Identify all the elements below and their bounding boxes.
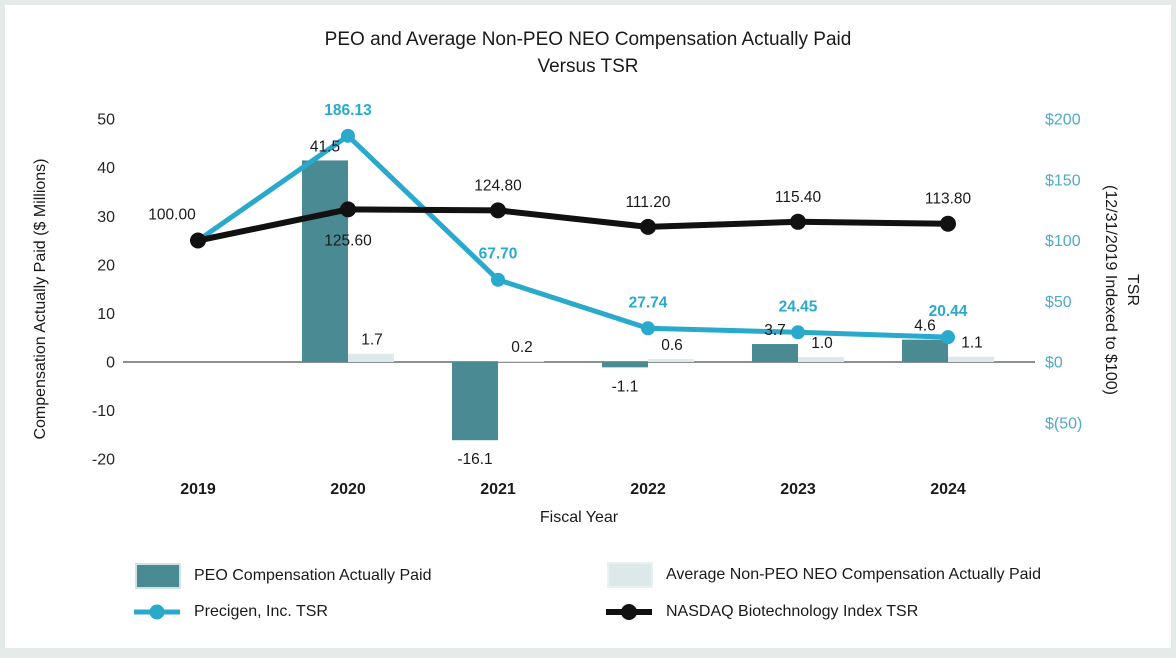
non-peo-bar [498, 361, 544, 363]
nasdaq-tsr-point [340, 201, 356, 218]
svg-text:115.40: 115.40 [775, 189, 822, 206]
svg-text:20: 20 [97, 257, 115, 274]
svg-text:1.1: 1.1 [961, 335, 983, 352]
nasdaq-tsr-point [640, 218, 656, 235]
svg-text:-20: -20 [92, 452, 115, 469]
svg-text:0.2: 0.2 [511, 339, 533, 356]
nasdaq-tsr-point [940, 215, 956, 232]
legend-label-nasdaq: NASDAQ Biotechnology Index TSR [666, 603, 919, 620]
svg-text:-16.1: -16.1 [457, 451, 492, 468]
legend-label-peo: PEO Compensation Actually Paid [194, 567, 432, 584]
svg-text:$0: $0 [1045, 355, 1063, 372]
chart-title: PEO and Average Non-PEO NEO Compensation… [5, 26, 1171, 80]
svg-text:2023: 2023 [780, 481, 816, 498]
non-peo-bar [798, 357, 844, 362]
non-peo-bar-swatch-icon [607, 562, 653, 588]
precigen-tsr-point [641, 321, 655, 336]
chart-title-line1: PEO and Average Non-PEO NEO Compensation… [324, 29, 852, 50]
precigen-tsr-point [341, 128, 355, 143]
precigen-tsr-point [491, 272, 505, 287]
nasdaq-tsr-point [490, 202, 506, 219]
svg-text:1.0: 1.0 [811, 335, 833, 352]
non-peo-bar [348, 353, 394, 362]
non-peo-bar [648, 359, 694, 362]
svg-text:$150: $150 [1045, 172, 1081, 189]
svg-text:2019: 2019 [180, 481, 216, 498]
svg-text:$100: $100 [1045, 233, 1081, 250]
legend-label-non-peo: Average Non-PEO NEO Compensation Actuall… [666, 566, 1042, 583]
svg-text:41.5: 41.5 [310, 138, 340, 155]
svg-text:40: 40 [97, 160, 115, 177]
svg-text:10: 10 [97, 306, 115, 323]
svg-text:-1.1: -1.1 [612, 378, 639, 395]
svg-text:3.7: 3.7 [764, 322, 786, 339]
peo-bar-swatch-icon [135, 563, 181, 589]
svg-text:113.80: 113.80 [925, 191, 972, 208]
legend-item-peo: PEO Compensation Actually Paid [135, 563, 431, 589]
svg-text:4.6: 4.6 [914, 318, 936, 335]
svg-text:2022: 2022 [630, 481, 666, 498]
legend-item-nasdaq: NASDAQ Biotechnology Index TSR [605, 602, 918, 622]
precigen-tsr-point [791, 325, 805, 340]
svg-text:24.45: 24.45 [779, 298, 818, 315]
legend-label-precigen: Precigen, Inc. TSR [194, 603, 328, 620]
svg-text:2021: 2021 [480, 481, 516, 498]
svg-text:67.70: 67.70 [479, 246, 518, 263]
svg-text:125.60: 125.60 [324, 232, 372, 249]
svg-text:2024: 2024 [930, 481, 966, 498]
peo-bar [752, 344, 798, 362]
svg-text:124.80: 124.80 [474, 177, 522, 194]
svg-text:$50: $50 [1045, 294, 1072, 311]
svg-text:-10: -10 [92, 403, 115, 420]
x-axis-title: Fiscal Year [539, 509, 619, 526]
peo-bar [902, 339, 948, 362]
nasdaq-tsr-line [197, 206, 949, 244]
peo-bar [452, 362, 498, 441]
svg-text:186.13: 186.13 [324, 102, 372, 119]
svg-text:1.7: 1.7 [361, 332, 383, 349]
precigen-tsr-point [941, 330, 955, 345]
svg-text:30: 30 [97, 209, 115, 226]
svg-text:0: 0 [106, 355, 115, 372]
svg-text:111.20: 111.20 [625, 194, 670, 211]
svg-text:20.44: 20.44 [929, 303, 968, 320]
nasdaq-tsr-point [190, 232, 206, 249]
plot-area: 50 40 30 20 10 0 -10 -20 $200 $150 $100 $50 $0 $(50) 2… [92, 102, 1082, 498]
non-peo-bar [948, 356, 994, 362]
legend-item-non-peo: Average Non-PEO NEO Compensation Actuall… [607, 562, 1041, 588]
peo-bar [602, 362, 648, 368]
svg-text:0.6: 0.6 [661, 337, 683, 354]
nasdaq-tsr-point [790, 213, 806, 230]
svg-text:50: 50 [97, 112, 115, 129]
nasdaq-line-marker-icon [606, 604, 652, 620]
precigen-line-marker-icon [134, 604, 180, 620]
svg-text:2020: 2020 [330, 481, 366, 498]
svg-text:27.74: 27.74 [629, 294, 668, 311]
chart-title-line2: Versus TSR [537, 56, 639, 77]
precigen-tsr-line [196, 132, 949, 340]
svg-text:$200: $200 [1045, 112, 1081, 129]
svg-text:$(50): $(50) [1045, 415, 1082, 432]
svg-text:100.00: 100.00 [148, 207, 196, 224]
peo-bar [302, 160, 348, 362]
legend-item-precigen: Precigen, Inc. TSR [133, 602, 328, 622]
